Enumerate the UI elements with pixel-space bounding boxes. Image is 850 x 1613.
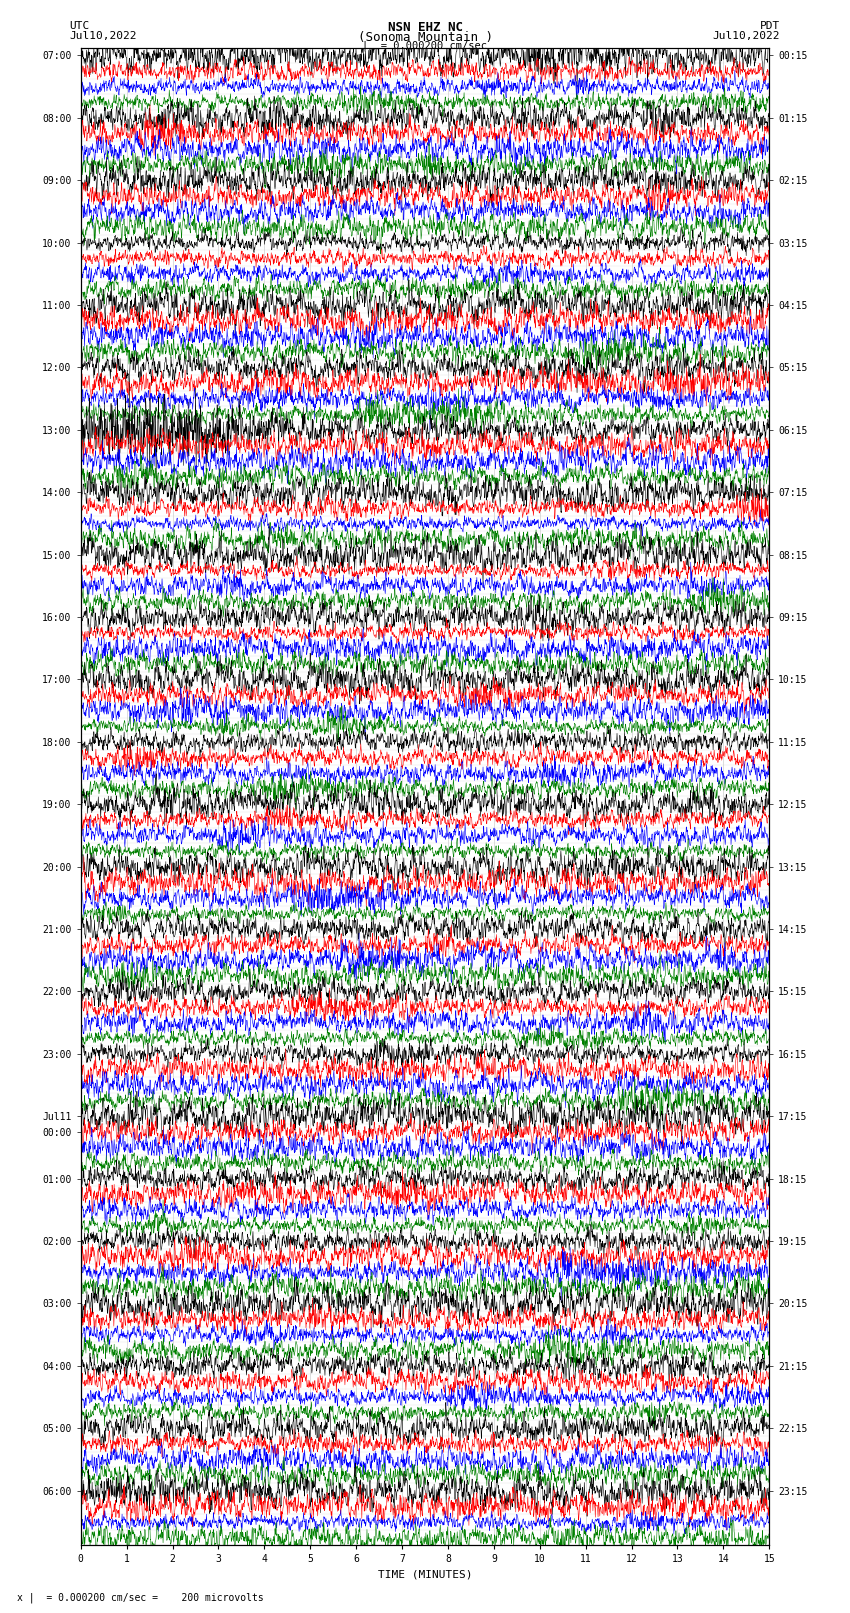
X-axis label: TIME (MINUTES): TIME (MINUTES)	[377, 1569, 473, 1579]
Text: x |  = 0.000200 cm/sec =    200 microvolts: x | = 0.000200 cm/sec = 200 microvolts	[17, 1592, 264, 1603]
Text: Jul10,2022: Jul10,2022	[713, 31, 780, 40]
Text: NSN EHZ NC: NSN EHZ NC	[388, 21, 462, 34]
Text: (Sonoma Mountain ): (Sonoma Mountain )	[358, 31, 492, 44]
Text: UTC: UTC	[70, 21, 90, 31]
Text: PDT: PDT	[760, 21, 780, 31]
Text: Jul10,2022: Jul10,2022	[70, 31, 137, 40]
Text: |  = 0.000200 cm/sec: | = 0.000200 cm/sec	[362, 40, 488, 52]
